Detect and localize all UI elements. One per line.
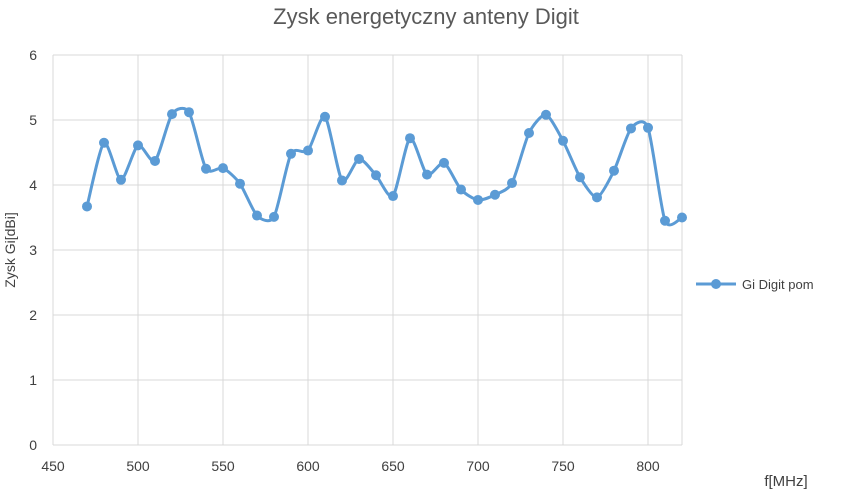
data-point xyxy=(643,122,653,133)
data-point xyxy=(286,148,296,159)
data-point xyxy=(320,111,330,122)
x-tick-label: 750 xyxy=(551,458,575,474)
data-point xyxy=(116,174,126,185)
axis-tick-labels: 0 1 2 3 4 5 6 450 500 550 600 650 700 750 800 xyxy=(29,47,660,474)
data-point xyxy=(82,201,92,212)
data-point xyxy=(558,135,568,146)
data-point xyxy=(660,215,670,226)
x-tick-label: 450 xyxy=(41,458,65,474)
data-point xyxy=(218,163,228,174)
data-point xyxy=(252,210,262,221)
data-point xyxy=(150,155,160,166)
legend-label: Gi Digit pom xyxy=(742,277,814,292)
y-tick-label: 4 xyxy=(29,177,37,193)
y-tick-label: 6 xyxy=(29,47,37,63)
data-point xyxy=(456,184,466,195)
x-tick-label: 700 xyxy=(466,458,490,474)
data-point xyxy=(303,145,313,156)
data-point xyxy=(439,157,449,168)
legend: Gi Digit pom xyxy=(696,277,814,292)
series-gi-digit-pom xyxy=(82,106,687,227)
y-tick-label: 5 xyxy=(29,112,37,128)
x-tick-label: 600 xyxy=(296,458,320,474)
data-point xyxy=(575,172,585,183)
data-point xyxy=(133,140,143,151)
data-point xyxy=(524,128,534,138)
data-point xyxy=(184,107,194,118)
data-point xyxy=(626,123,636,134)
y-tick-label: 1 xyxy=(29,372,37,388)
x-tick-label: 500 xyxy=(126,458,150,474)
data-point xyxy=(677,212,687,223)
data-point xyxy=(337,175,347,186)
data-point xyxy=(235,178,245,189)
x-tick-label: 650 xyxy=(381,458,405,474)
series-line xyxy=(85,106,684,227)
legend-swatch-marker xyxy=(711,279,721,289)
data-point xyxy=(592,192,602,203)
grid-lines xyxy=(52,54,683,446)
data-point xyxy=(490,189,500,200)
data-point xyxy=(167,109,177,120)
chart-title: Zysk energetyczny anteny Digit xyxy=(273,4,579,29)
x-tick-label: 800 xyxy=(636,458,660,474)
data-point xyxy=(388,191,398,202)
y-axis-label: Zysk Gi[dBi] xyxy=(2,212,18,287)
y-tick-label: 2 xyxy=(29,307,37,323)
data-point xyxy=(269,211,279,222)
data-point xyxy=(422,169,432,180)
data-point xyxy=(405,133,415,144)
data-point xyxy=(507,178,517,189)
x-axis-label: f[MHz] xyxy=(764,473,807,490)
data-point xyxy=(201,163,211,174)
data-point xyxy=(99,137,109,148)
x-tick-label: 550 xyxy=(211,458,235,474)
data-point xyxy=(354,154,364,164)
y-tick-label: 0 xyxy=(29,437,37,453)
data-point xyxy=(473,194,483,205)
data-point xyxy=(371,170,381,181)
y-tick-label: 3 xyxy=(29,242,37,258)
data-point xyxy=(541,109,551,120)
data-point xyxy=(609,165,619,176)
